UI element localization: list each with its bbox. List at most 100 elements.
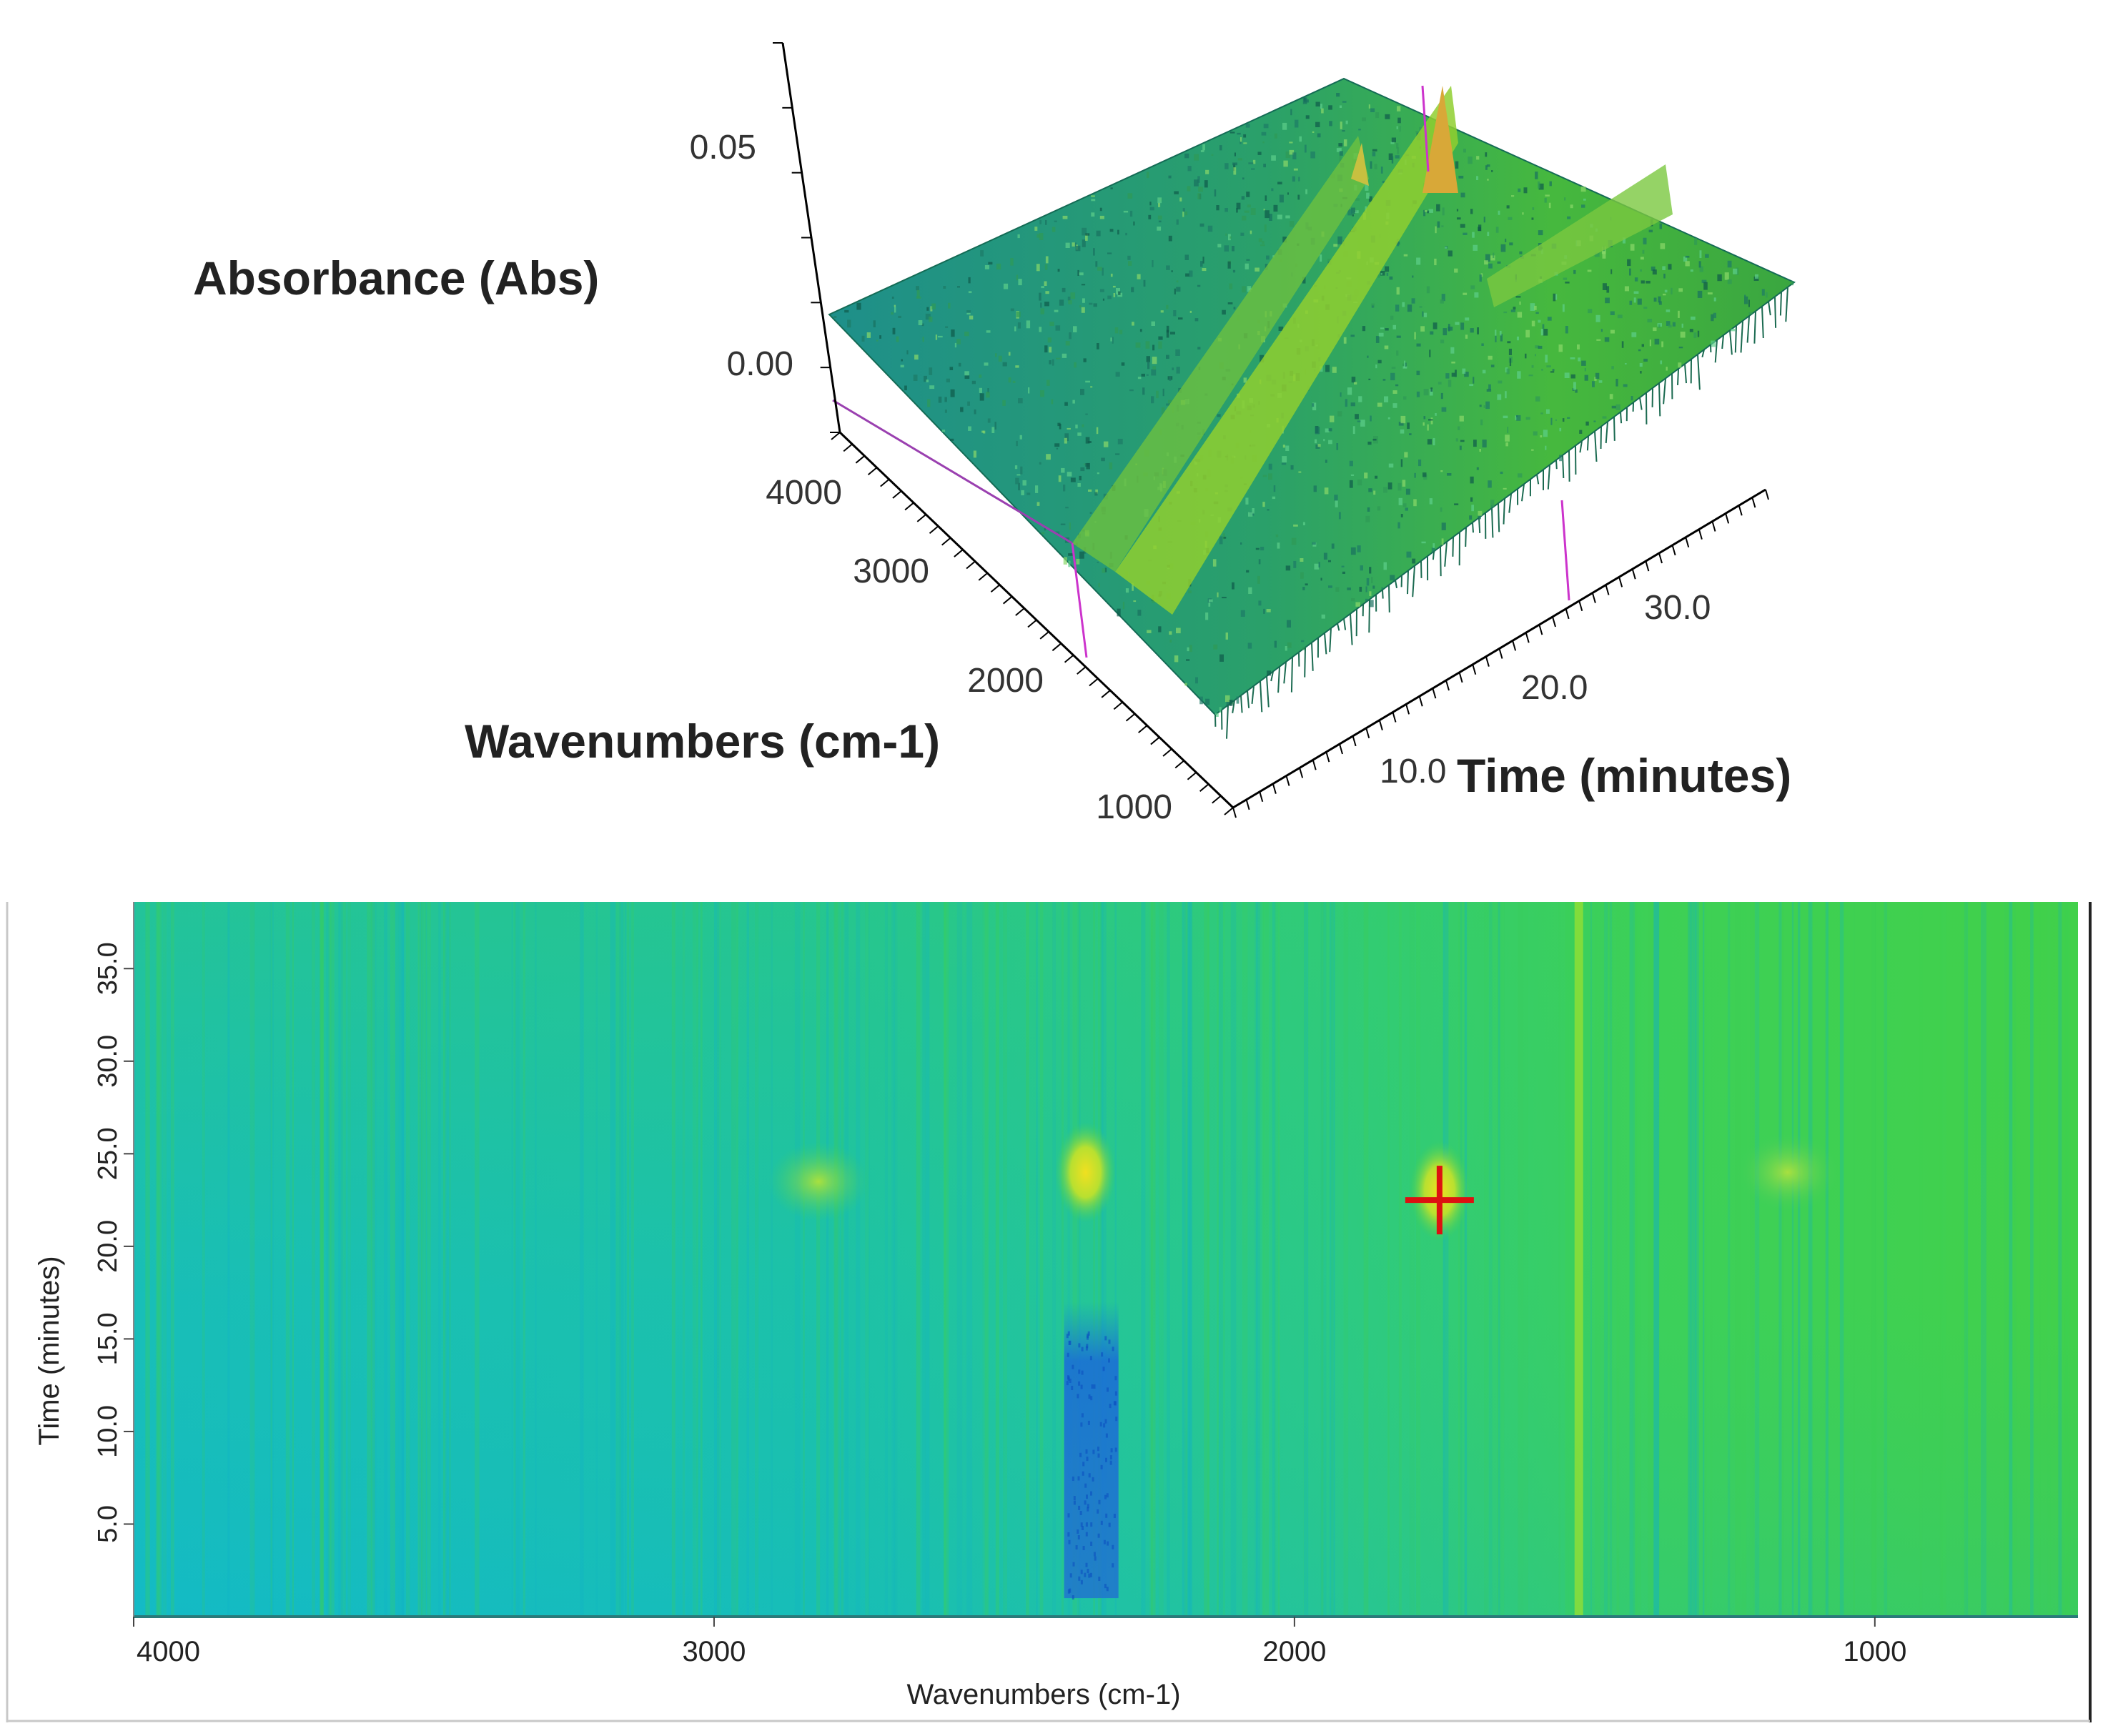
trough-speckle (1085, 1346, 1088, 1351)
surface-speckle (1753, 276, 1759, 281)
surface-speckle (1347, 387, 1352, 395)
surface-speckle (1395, 304, 1400, 312)
surface-speckle (1233, 163, 1236, 171)
axis-tick (1259, 791, 1264, 803)
axis-tick (1339, 743, 1343, 755)
surface-speckle (1277, 542, 1280, 549)
surface-speckle (1262, 475, 1267, 477)
trough-speckle (1085, 1532, 1088, 1537)
axis-tick (831, 432, 841, 440)
surface-speckle (1289, 142, 1293, 144)
surface-speckle (1755, 274, 1758, 279)
axis-tick (867, 467, 878, 475)
surface-speckle (1068, 299, 1072, 304)
surface-speckle (916, 286, 919, 291)
heat-stripe (384, 902, 387, 1617)
surface-speckle (1224, 163, 1229, 169)
heat-stripe (1272, 902, 1276, 1617)
surface-speckle (1263, 209, 1265, 211)
surface-speckle (1573, 382, 1576, 390)
axis-tick (1458, 672, 1463, 683)
surface-edge-spike (1324, 633, 1327, 655)
surface-speckle (1371, 577, 1373, 584)
surface-speckle (1313, 485, 1317, 492)
trough-speckle (1067, 1376, 1070, 1381)
surface-speckle (1063, 485, 1066, 492)
surface-speckle (1515, 415, 1518, 420)
surface-speckle (1733, 268, 1738, 274)
surface-speckle (981, 430, 984, 433)
axis-tick (892, 490, 902, 499)
surface-speckle (1627, 259, 1631, 267)
y-tick-label: 25.0 (93, 1127, 123, 1180)
trough-speckle (1081, 1346, 1084, 1351)
surface-speckle (1372, 585, 1375, 589)
surface-speckle (1077, 432, 1082, 436)
surface-speckle (1423, 389, 1429, 396)
surface-speckle (1040, 390, 1044, 397)
surface-speckle (1678, 288, 1683, 292)
surface-speckle (1057, 269, 1060, 272)
surface-speckle (1020, 466, 1023, 475)
surface-edge-spike (1350, 613, 1353, 645)
heat-stripe (868, 902, 870, 1617)
surface-speckle (1098, 582, 1100, 587)
surface-speckle (1236, 696, 1239, 704)
trough-speckle (1090, 1572, 1092, 1577)
surface-speckle (1122, 601, 1125, 610)
surface-speckle (1396, 143, 1399, 149)
surface-speckle (1372, 152, 1376, 157)
surface-speckle (1184, 211, 1188, 216)
surface-speckle (1065, 507, 1069, 509)
heat-stripe (1826, 902, 1829, 1617)
heat-stripe (155, 902, 160, 1617)
surface-speckle (1392, 403, 1397, 408)
surface-speckle (1287, 192, 1289, 195)
surface-speckle (1262, 141, 1265, 144)
surface-speckle (1666, 367, 1668, 371)
surface-speckle (1268, 463, 1272, 470)
cursor-marker[interactable] (1405, 1166, 1474, 1235)
surface-speckle (1629, 268, 1631, 276)
surface-speckle (1397, 117, 1401, 124)
surface-speckle (1460, 224, 1465, 228)
surface-speckle (1423, 416, 1426, 420)
surface-speckle (1430, 331, 1434, 335)
surface-speckle (1469, 515, 1473, 520)
trough-speckle (1084, 1500, 1087, 1505)
y-tick-label: 20.0 (1521, 669, 1588, 707)
surface-speckle (1427, 424, 1429, 431)
surface-speckle (1602, 251, 1606, 259)
heat-stripe (202, 902, 205, 1617)
surface-speckle (866, 332, 871, 338)
surface-speckle (1462, 368, 1466, 374)
surface-speckle (1477, 327, 1479, 334)
surface-speckle (1082, 227, 1087, 236)
surface-speckle (1403, 396, 1407, 400)
surface-speckle (1082, 298, 1085, 303)
surface-edge-spike (1697, 354, 1701, 390)
surface-speckle (1335, 587, 1340, 592)
trough-speckle (1078, 1505, 1081, 1510)
heat-stripe (1149, 902, 1153, 1617)
surface-speckle (1068, 553, 1073, 556)
surface-speckle (1202, 144, 1205, 151)
y-tick-label: 30.0 (1644, 589, 1711, 627)
surface-edge-spike (1260, 680, 1263, 713)
heat-stripe (1186, 902, 1192, 1617)
surface-speckle (1121, 362, 1125, 366)
surface-speckle (1594, 252, 1600, 257)
surface-speckle (1302, 277, 1306, 284)
surface-speckle (1085, 413, 1088, 415)
heat-stripe (1636, 902, 1641, 1617)
surface-speckle (930, 306, 933, 312)
surface-speckle (1176, 219, 1179, 225)
heat-stripe (1182, 902, 1186, 1617)
surface-speckle (1578, 357, 1581, 362)
trough-speckle (1067, 1352, 1069, 1357)
surface-speckle (1470, 209, 1473, 214)
heat-stripe (170, 902, 174, 1617)
surface-speckle (1498, 210, 1500, 215)
trough-speckle (1068, 1539, 1071, 1544)
surface-speckle (1713, 297, 1716, 302)
